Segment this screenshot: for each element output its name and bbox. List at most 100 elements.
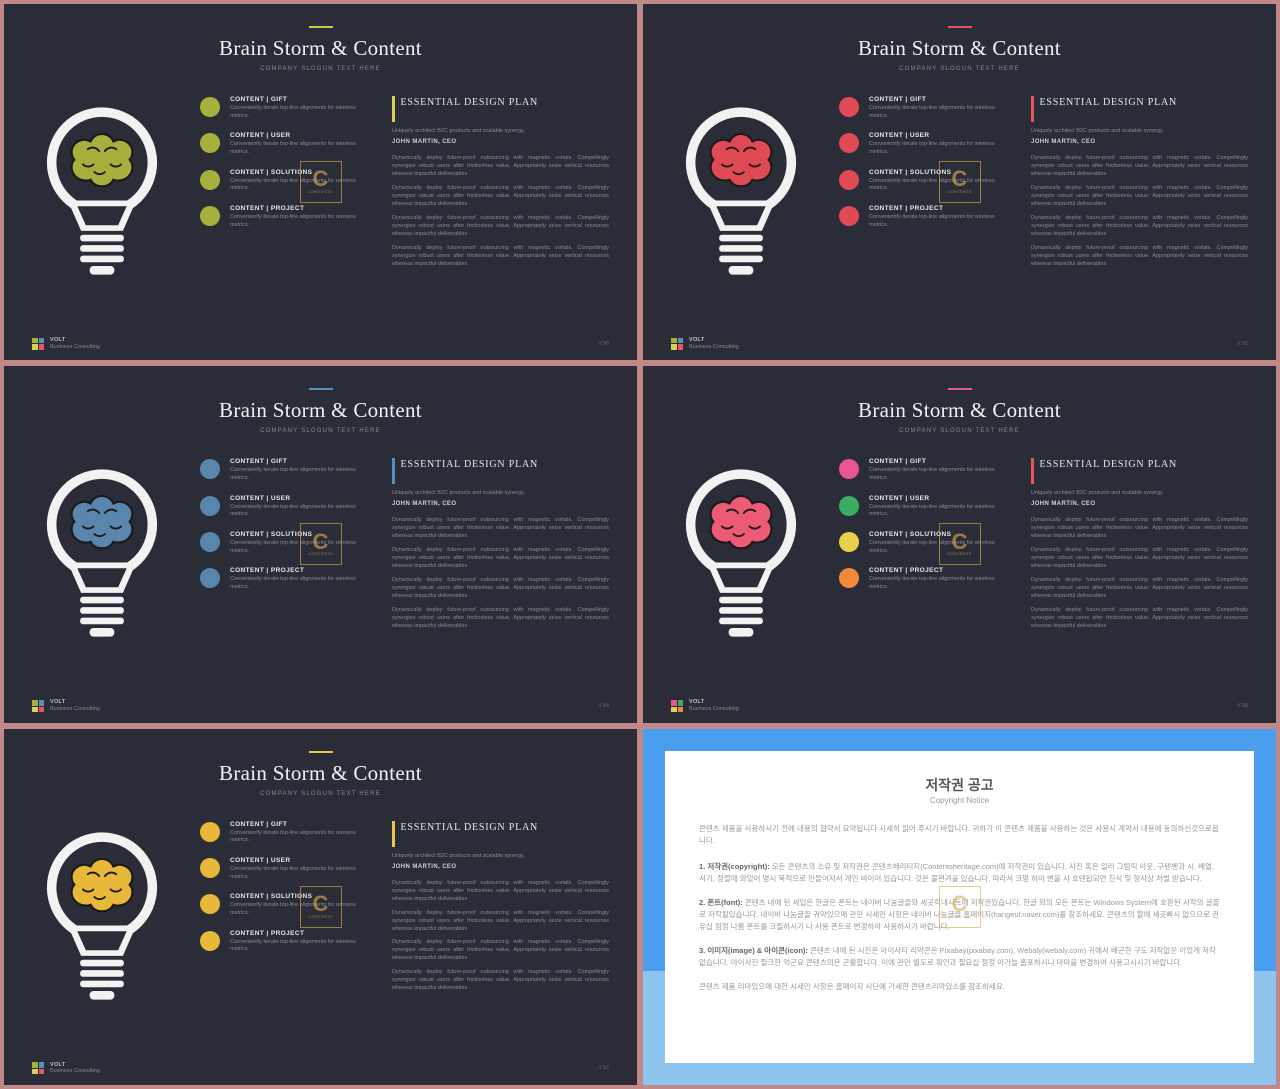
dot-marker	[200, 822, 220, 842]
slide-subtitle: COMPANY SLOGUN TEXT HERE	[32, 791, 609, 797]
footer-tagline: Business Consulting	[689, 706, 739, 713]
plan-paragraph: Dynamically deploy future-proof outsourc…	[1031, 547, 1248, 571]
slide-footer: VOLT Business Consulting // 90	[32, 337, 609, 350]
presentation-slide: Brain Storm & Content COMPANY SLOGUN TEX…	[4, 4, 637, 360]
dot-item-title: CONTENT | GIFT	[230, 458, 370, 465]
plan-subtext: Uniquely architect B2C products and scal…	[392, 128, 609, 134]
lightbulb-icon	[32, 821, 172, 1011]
plan-author: JOHN MARTIN, CEO	[392, 139, 609, 145]
plan-title: ESSENTIAL DESIGN PLAN	[401, 96, 539, 122]
dot-text: CONTENT | SOLUTIONS Conveniently iterate…	[869, 531, 1009, 555]
plan-accent-bar	[1031, 458, 1034, 484]
plan-paragraph: Dynamically deploy future-proof outsourc…	[1031, 185, 1248, 209]
plan-accent-bar	[392, 96, 395, 122]
dot-item-title: CONTENT | USER	[230, 495, 370, 502]
footer-tagline: Business Consulting	[50, 1068, 100, 1075]
content-dot-item: CONTENT | SOLUTIONS Conveniently iterate…	[200, 893, 370, 917]
plan-column: ESSENTIAL DESIGN PLAN Uniquely architect…	[1027, 96, 1248, 291]
plan-paragraph: Dynamically deploy future-proof outsourc…	[1031, 155, 1248, 179]
footer-logo-icon	[32, 338, 44, 350]
dot-item-title: CONTENT | USER	[230, 132, 370, 139]
slide-title: Brain Storm & Content	[32, 36, 609, 61]
footer-logo-icon	[32, 1062, 44, 1074]
plan-paragraph: Dynamically deploy future-proof outsourc…	[1031, 607, 1248, 631]
plan-paragraph: Dynamically deploy future-proof outsourc…	[1031, 517, 1248, 541]
footer-brand-block: VOLT Business Consulting	[32, 337, 100, 350]
accent-bar	[948, 26, 972, 28]
plan-paragraph: Dynamically deploy future-proof outsourc…	[392, 215, 609, 239]
content-dot-item: CONTENT | SOLUTIONS Conveniently iterate…	[200, 531, 370, 555]
dot-item-title: CONTENT | GIFT	[230, 821, 370, 828]
bulb-column	[671, 96, 821, 291]
content-dot-item: CONTENT | GIFT Conveniently iterate top-…	[200, 821, 370, 845]
presentation-slide: Brain Storm & Content COMPANY SLOGUN TEX…	[643, 4, 1276, 360]
plan-author: JOHN MARTIN, CEO	[392, 501, 609, 507]
content-dot-item: CONTENT | GIFT Conveniently iterate top-…	[839, 96, 1009, 120]
dot-marker	[200, 532, 220, 552]
brain-icon	[711, 496, 772, 548]
slide-title: Brain Storm & Content	[32, 761, 609, 786]
plan-column: ESSENTIAL DESIGN PLAN Uniquely architect…	[1027, 458, 1248, 653]
lightbulb-icon	[32, 458, 172, 648]
accent-bar	[948, 388, 972, 390]
dot-text: CONTENT | SOLUTIONS Conveniently iterate…	[869, 169, 1009, 193]
plan-accent-bar	[1031, 96, 1034, 122]
dot-marker	[200, 858, 220, 878]
dot-item-title: CONTENT | PROJECT	[230, 930, 370, 937]
dots-column: CONTENT | GIFT Conveniently iterate top-…	[200, 96, 370, 291]
plan-accent-bar	[392, 458, 395, 484]
plan-header: ESSENTIAL DESIGN PLAN	[392, 458, 609, 484]
dot-item-desc: Conveniently iterate top-line alignments…	[230, 830, 370, 845]
dot-item-title: CONTENT | USER	[869, 495, 1009, 502]
dot-marker	[839, 496, 859, 516]
dot-item-desc: Conveniently iterate top-line alignments…	[230, 467, 370, 482]
content-dot-item: CONTENT | SOLUTIONS Conveniently iterate…	[200, 169, 370, 193]
plan-column: ESSENTIAL DESIGN PLAN Uniquely architect…	[388, 458, 609, 653]
dot-text: CONTENT | GIFT Conveniently iterate top-…	[869, 458, 1009, 482]
dot-item-desc: Conveniently iterate top-line alignments…	[230, 576, 370, 591]
dot-text: CONTENT | PROJECT Conveniently iterate t…	[230, 930, 370, 954]
content-dot-item: CONTENT | PROJECT Conveniently iterate t…	[839, 567, 1009, 591]
copyright-section-1: 1. 저작권(copyright): 모든 콘텐츠의 소유 및 저작권은 콘텐츠…	[699, 861, 1220, 885]
copyright-slide: 저작권 공고 Copyright Notice 콘텐츠 제품을 사용하시기 전에…	[643, 729, 1276, 1085]
plan-header: ESSENTIAL DESIGN PLAN	[1031, 96, 1248, 122]
plan-title: ESSENTIAL DESIGN PLAN	[1040, 458, 1178, 484]
plan-subtext: Uniquely architect B2C products and scal…	[1031, 490, 1248, 496]
footer-text: VOLT Business Consulting	[689, 699, 739, 712]
dots-column: CONTENT | GIFT Conveniently iterate top-…	[200, 458, 370, 653]
dot-item-title: CONTENT | USER	[869, 132, 1009, 139]
dot-item-desc: Conveniently iterate top-line alignments…	[230, 214, 370, 229]
lightbulb-icon	[32, 96, 172, 286]
plan-author: JOHN MARTIN, CEO	[1031, 139, 1248, 145]
dot-text: CONTENT | PROJECT Conveniently iterate t…	[230, 567, 370, 591]
copyright-section-3: 3. 이미지(image) & 아이콘(icon): 콘텐츠 내에 된 시진은 …	[699, 945, 1220, 969]
footer-text: VOLT Business Consulting	[50, 1062, 100, 1075]
footer-logo-icon	[32, 700, 44, 712]
bulb-column	[32, 821, 182, 1016]
plan-paragraph: Dynamically deploy future-proof outsourc…	[392, 185, 609, 209]
slide-grid: Brain Storm & Content COMPANY SLOGUN TEX…	[4, 4, 1276, 1085]
content-area: CONTENT | GIFT Conveniently iterate top-…	[671, 458, 1248, 653]
content-dot-item: CONTENT | PROJECT Conveniently iterate t…	[200, 567, 370, 591]
dot-item-title: CONTENT | USER	[230, 857, 370, 864]
footer-logo-icon	[671, 338, 683, 350]
dot-item-desc: Conveniently iterate top-line alignments…	[869, 504, 1009, 519]
dot-text: CONTENT | SOLUTIONS Conveniently iterate…	[230, 169, 370, 193]
dot-marker	[839, 133, 859, 153]
accent-bar	[309, 26, 333, 28]
dot-marker	[200, 894, 220, 914]
brain-icon	[711, 134, 772, 186]
content-dot-item: CONTENT | USER Conveniently iterate top-…	[200, 495, 370, 519]
dot-item-desc: Conveniently iterate top-line alignments…	[230, 540, 370, 555]
plan-paragraph: Dynamically deploy future-proof outsourc…	[392, 880, 609, 904]
footer-text: VOLT Business Consulting	[689, 337, 739, 350]
presentation-slide: Brain Storm & Content COMPANY SLOGUN TEX…	[4, 729, 637, 1085]
plan-subtext: Uniquely architect B2C products and scal…	[392, 490, 609, 496]
dot-marker	[839, 97, 859, 117]
footer-tagline: Business Consulting	[50, 344, 100, 351]
dot-item-desc: Conveniently iterate top-line alignments…	[230, 105, 370, 120]
dot-marker	[200, 133, 220, 153]
content-dot-item: CONTENT | SOLUTIONS Conveniently iterate…	[839, 169, 1009, 193]
slide-footer: VOLT Business Consulting // 92	[32, 1062, 609, 1075]
plan-paragraph: Dynamically deploy future-proof outsourc…	[392, 245, 609, 269]
